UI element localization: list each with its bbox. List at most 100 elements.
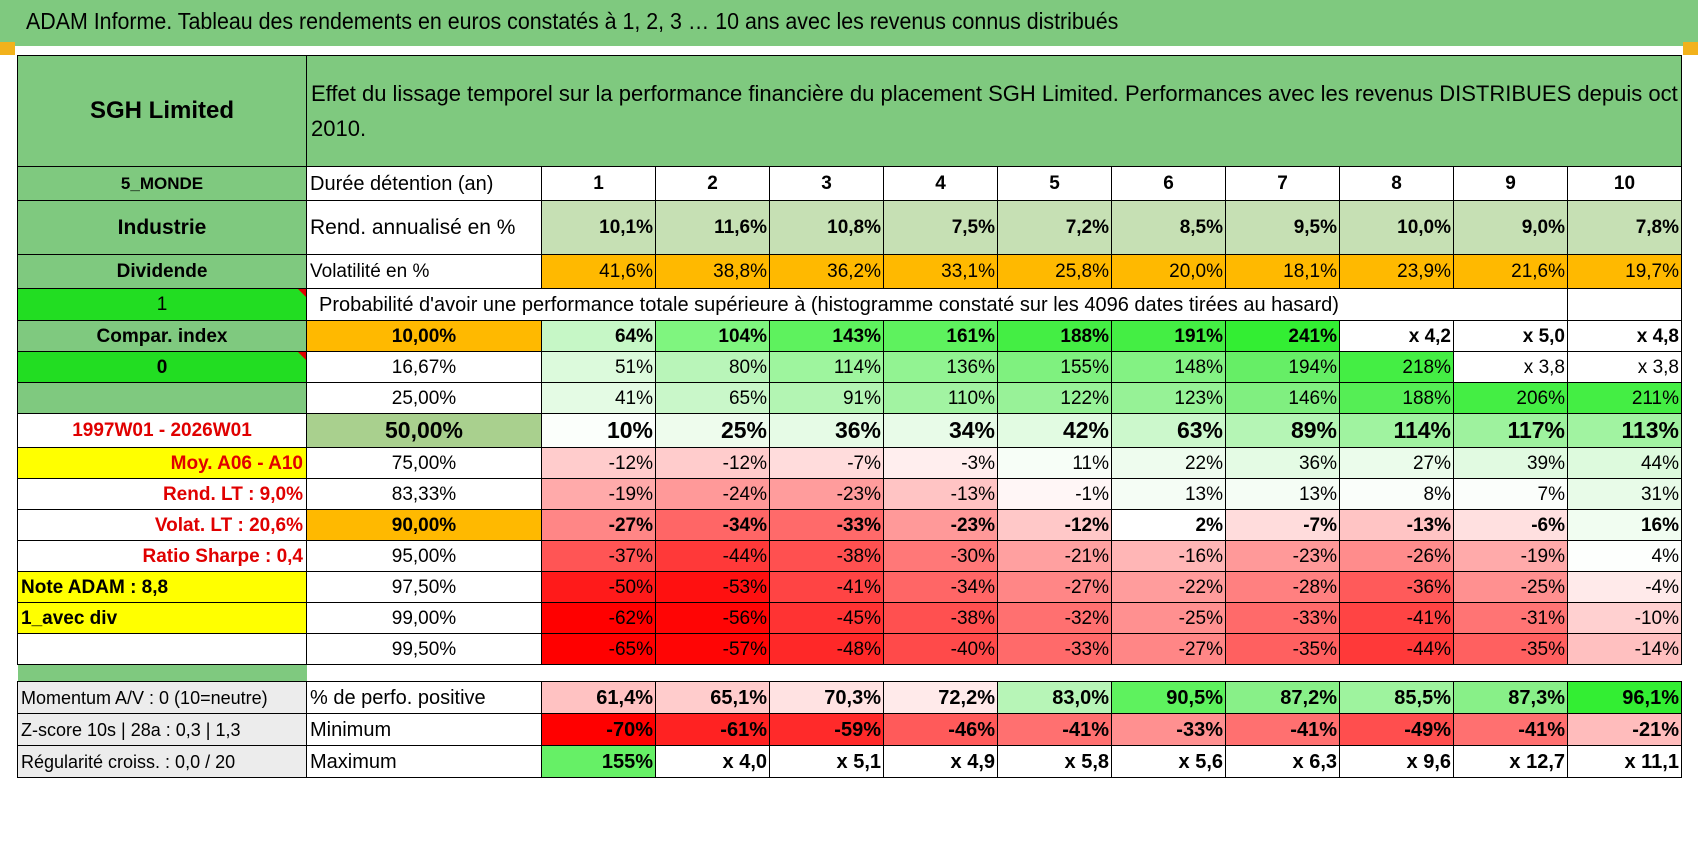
probability-cell: 194% bbox=[1225, 351, 1340, 383]
probability-cell: 41% bbox=[541, 382, 656, 414]
year-cell: 4 bbox=[883, 166, 998, 201]
probability-cell: -35% bbox=[1225, 633, 1340, 665]
minimum-cell: -33% bbox=[1111, 713, 1226, 746]
volatilite-cell: 20,0% bbox=[1111, 254, 1226, 289]
rendement-cell: 8,5% bbox=[1111, 200, 1226, 255]
probability-cell: -23% bbox=[883, 509, 998, 541]
probability-cell: -12% bbox=[655, 447, 770, 479]
income-label: Dividende bbox=[17, 254, 307, 289]
probability-cell: x 3,8 bbox=[1453, 351, 1568, 383]
year-cell: 8 bbox=[1339, 166, 1454, 201]
probability-cell: 22% bbox=[1111, 447, 1226, 479]
probability-cell: -12% bbox=[997, 509, 1112, 541]
probability-cell: x 5,0 bbox=[1453, 320, 1568, 352]
probability-row: Ratio Sharpe : 0,4 95,00% -37% -44% -38% -30%… bbox=[17, 540, 1682, 572]
probability-cell: -28% bbox=[1225, 571, 1340, 603]
probability-cell: 89% bbox=[1225, 413, 1340, 448]
probability-cell: 91% bbox=[769, 382, 884, 414]
positive-cell: 87,2% bbox=[1225, 681, 1340, 714]
mode-label: 1_avec div bbox=[17, 602, 307, 634]
positive-label: % de perfo. positive bbox=[306, 681, 542, 714]
probability-cell: -14% bbox=[1567, 633, 1682, 665]
probability-cell: -4% bbox=[1567, 571, 1682, 603]
volatilite-row: Dividende Volatilité en % 41,6% 38,8% 36… bbox=[17, 254, 1682, 289]
probability-cell: 143% bbox=[769, 320, 884, 352]
probability-cell: -27% bbox=[541, 509, 656, 541]
probability-cell: 39% bbox=[1453, 447, 1568, 479]
probability-cell: 27% bbox=[1339, 447, 1454, 479]
probability-cell: -44% bbox=[1339, 633, 1454, 665]
maximum-row: Régularité croiss. : 0,0 / 20 Maximum 15… bbox=[17, 745, 1682, 778]
compar-label: Compar. index bbox=[17, 320, 307, 352]
probability-row: 1_avec div 99,00% -62% -56% -45% -38% -32% -25%… bbox=[17, 602, 1682, 634]
probability-cell: -45% bbox=[769, 602, 884, 634]
volatilite-cell: 41,6% bbox=[541, 254, 656, 289]
probability-cell: -21% bbox=[997, 540, 1112, 572]
probability-cell: 191% bbox=[1111, 320, 1226, 352]
volatilite-cell: 19,7% bbox=[1567, 254, 1682, 289]
year-cell: 9 bbox=[1453, 166, 1568, 201]
probability-row: Note ADAM : 8,8 97,50% -50% -53% -41% -34% -27… bbox=[17, 571, 1682, 603]
probability-threshold: 75,00% bbox=[306, 447, 542, 479]
maximum-cell: x 5,8 bbox=[997, 745, 1112, 778]
report-title: ADAM Informe. Tableau des rendements en … bbox=[26, 8, 1119, 34]
rendement-cell: 11,6% bbox=[655, 200, 770, 255]
probability-cell: 155% bbox=[997, 351, 1112, 383]
minimum-cell: -70% bbox=[541, 713, 656, 746]
probability-cell: 122% bbox=[997, 382, 1112, 414]
probability-cell: 65% bbox=[655, 382, 770, 414]
durations-label: Durée détention (an) bbox=[306, 166, 542, 201]
rendement-cell: 10,8% bbox=[769, 200, 884, 255]
year-cell: 5 bbox=[997, 166, 1112, 201]
probability-cell: -38% bbox=[883, 602, 998, 634]
probability-cell: -3% bbox=[883, 447, 998, 479]
positive-cell: 83,0% bbox=[997, 681, 1112, 714]
probability-cell: -56% bbox=[655, 602, 770, 634]
positive-cell: 65,1% bbox=[655, 681, 770, 714]
probability-threshold: 90,00% bbox=[306, 509, 542, 541]
probability-cell: 188% bbox=[1339, 382, 1454, 414]
volatilite-cell: 18,1% bbox=[1225, 254, 1340, 289]
minimum-cell: -46% bbox=[883, 713, 998, 746]
probability-cell: 16% bbox=[1567, 509, 1682, 541]
probability-cell: -7% bbox=[769, 447, 884, 479]
maximum-cell: x 9,6 bbox=[1339, 745, 1454, 778]
probability-cell: -41% bbox=[769, 571, 884, 603]
rendement-cell: 10,1% bbox=[541, 200, 656, 255]
maximum-cell: x 4,0 bbox=[655, 745, 770, 778]
volatilite-cell: 36,2% bbox=[769, 254, 884, 289]
maximum-cell: 155% bbox=[541, 745, 656, 778]
rendement-cell: 9,0% bbox=[1453, 200, 1568, 255]
probability-cell: 13% bbox=[1225, 478, 1340, 510]
corner-marker-right bbox=[1683, 42, 1698, 55]
probability-cell: 36% bbox=[1225, 447, 1340, 479]
probability-cell: 161% bbox=[883, 320, 998, 352]
probability-cell: 136% bbox=[883, 351, 998, 383]
sharpe-label: Ratio Sharpe : 0,4 bbox=[17, 540, 307, 572]
volat-lt-label: Volat. LT : 20,6% bbox=[17, 509, 307, 541]
probability-cell: 8% bbox=[1339, 478, 1454, 510]
probability-threshold: 16,67% bbox=[306, 351, 542, 383]
positive-cell: 96,1% bbox=[1567, 681, 1682, 714]
probability-cell: 146% bbox=[1225, 382, 1340, 414]
rendement-cell: 7,5% bbox=[883, 200, 998, 255]
maximum-cell: x 5,1 bbox=[769, 745, 884, 778]
rend-lt-label: Rend. LT : 9,0% bbox=[17, 478, 307, 510]
corner-marker-left bbox=[0, 42, 15, 55]
positive-row: Momentum A/V : 0 (10=neutre) % de perfo.… bbox=[17, 681, 1682, 714]
probability-row: 25,00% 41% 65% 91% 110% 122% 123% 146% 188% 206% 2… bbox=[17, 382, 1682, 414]
minimum-cell: -41% bbox=[1225, 713, 1340, 746]
probability-cell: 64% bbox=[541, 320, 656, 352]
probability-cell: 241% bbox=[1225, 320, 1340, 352]
probability-title: Probabilité d'avoir une performance tota… bbox=[306, 288, 1454, 321]
empty-label bbox=[17, 382, 307, 414]
probability-cell: -38% bbox=[769, 540, 884, 572]
probability-cell: -33% bbox=[769, 509, 884, 541]
probability-threshold: 99,00% bbox=[306, 602, 542, 634]
probability-cell: -16% bbox=[1111, 540, 1226, 572]
probability-threshold: 83,33% bbox=[306, 478, 542, 510]
probability-row: Volat. LT : 20,6% 90,00% -27% -34% -33% -23% -… bbox=[17, 509, 1682, 541]
probability-cell: 36% bbox=[769, 413, 884, 448]
rendement-label: Rend. annualisé en % bbox=[306, 200, 542, 255]
maximum-cell: x 12,7 bbox=[1453, 745, 1568, 778]
